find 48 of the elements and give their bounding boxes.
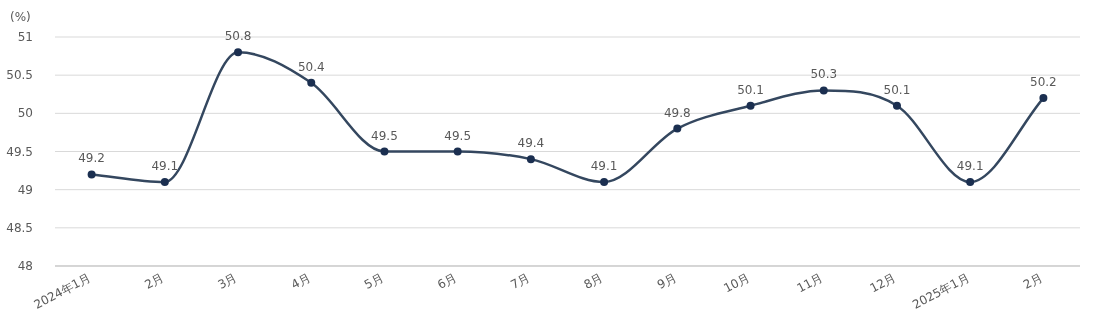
- data-label: 50.1: [883, 82, 911, 97]
- data-label: 50.3: [810, 67, 838, 82]
- x-tick-label: 5月: [361, 270, 386, 292]
- y-tick-label: 49: [17, 182, 33, 197]
- data-label: 49.1: [956, 159, 984, 174]
- data-label: 49.5: [444, 128, 472, 143]
- point: [526, 155, 535, 164]
- point: [673, 124, 682, 133]
- point: [87, 170, 96, 179]
- x-tick-label: 3月: [215, 270, 240, 292]
- point: [600, 178, 609, 187]
- data-label: 49.1: [590, 159, 618, 174]
- point: [966, 178, 975, 187]
- x-tick-label: 6月: [435, 270, 460, 292]
- x-tick-label: 10月: [721, 270, 752, 296]
- data-label: 50.4: [297, 59, 325, 74]
- point: [453, 147, 462, 156]
- y-tick-label: 48: [17, 259, 33, 273]
- data-label: 50.1: [737, 82, 764, 97]
- data-label: 49.2: [78, 151, 105, 166]
- point: [819, 86, 828, 95]
- data-label: 49.8: [663, 105, 691, 120]
- x-tick-label: 2月: [142, 270, 167, 292]
- x-tick-label: 4月: [288, 270, 313, 292]
- y-axis-title: (%): [10, 10, 31, 24]
- y-tick-label: 50: [17, 106, 33, 121]
- point: [160, 178, 169, 187]
- data-label: 49.1: [151, 159, 179, 174]
- x-tick-label: 8月: [581, 270, 606, 292]
- point: [380, 147, 389, 156]
- data-label: 49.5: [371, 128, 398, 143]
- x-tick-label: 11月: [794, 270, 826, 296]
- y-tick-label: 49.5: [6, 144, 33, 159]
- x-tick-label: 7月: [508, 270, 533, 292]
- data-label: 50.8: [224, 29, 252, 44]
- data-label: 49.4: [517, 136, 545, 151]
- x-tick-label: 2月: [1020, 270, 1045, 292]
- y-tick-label: 48.5: [6, 220, 33, 235]
- point: [1039, 94, 1048, 103]
- point: [746, 101, 755, 110]
- data-label: 50.2: [1030, 75, 1057, 90]
- x-tick-label: 12月: [867, 270, 899, 296]
- x-tick-label: 9月: [654, 270, 679, 292]
- y-tick-label: 50.5: [6, 68, 33, 83]
- point: [234, 48, 243, 57]
- y-tick-label: 51: [17, 30, 33, 44]
- point: [892, 101, 901, 110]
- point: [307, 78, 316, 87]
